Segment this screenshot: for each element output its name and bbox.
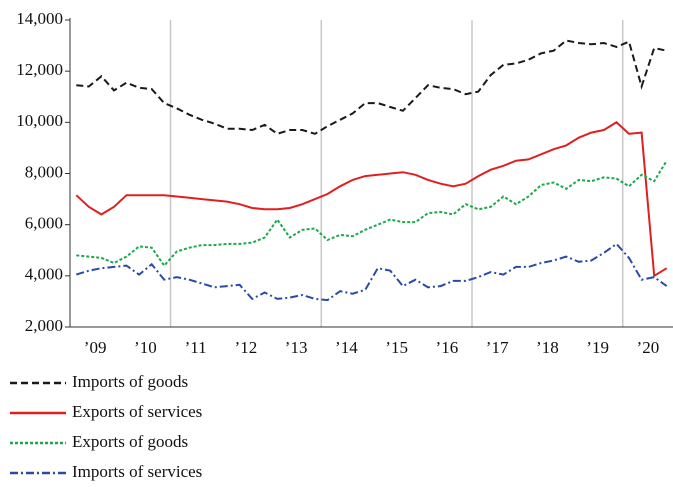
x-tick-label: ’10	[134, 338, 157, 357]
y-tick-label: 4,000	[25, 265, 63, 284]
y-tick-label: 12,000	[16, 60, 63, 79]
x-tick-label: ’20	[637, 338, 660, 357]
series-line	[76, 242, 668, 302]
x-tick-label: ’14	[335, 338, 358, 357]
y-tick-label: 6,000	[25, 214, 63, 233]
series-line	[76, 39, 667, 135]
y-tick-label: 10,000	[16, 111, 63, 130]
x-tick-label: ’17	[486, 338, 509, 357]
legend-label: Imports of goods	[72, 372, 188, 391]
x-tick-label: ’15	[385, 338, 408, 357]
x-tick-label: ’13	[285, 338, 308, 357]
x-tick-label: ’18	[536, 338, 559, 357]
x-tick-label: ’12	[235, 338, 258, 357]
y-tick-label: 8,000	[25, 162, 63, 181]
legend-label: Exports of services	[72, 402, 202, 421]
legend-label: Imports of services	[72, 462, 202, 481]
x-tick-label: ’16	[436, 338, 459, 357]
x-tick-label: ’19	[586, 338, 609, 357]
legend-label: Exports of goods	[72, 432, 188, 451]
y-tick-label: 14,000	[16, 9, 63, 28]
x-tick-label: ’09	[84, 338, 107, 357]
series-line	[76, 160, 668, 268]
series-line	[75, 121, 668, 278]
x-tick-label: ’11	[185, 338, 207, 357]
y-tick-label: 2,000	[25, 316, 63, 335]
